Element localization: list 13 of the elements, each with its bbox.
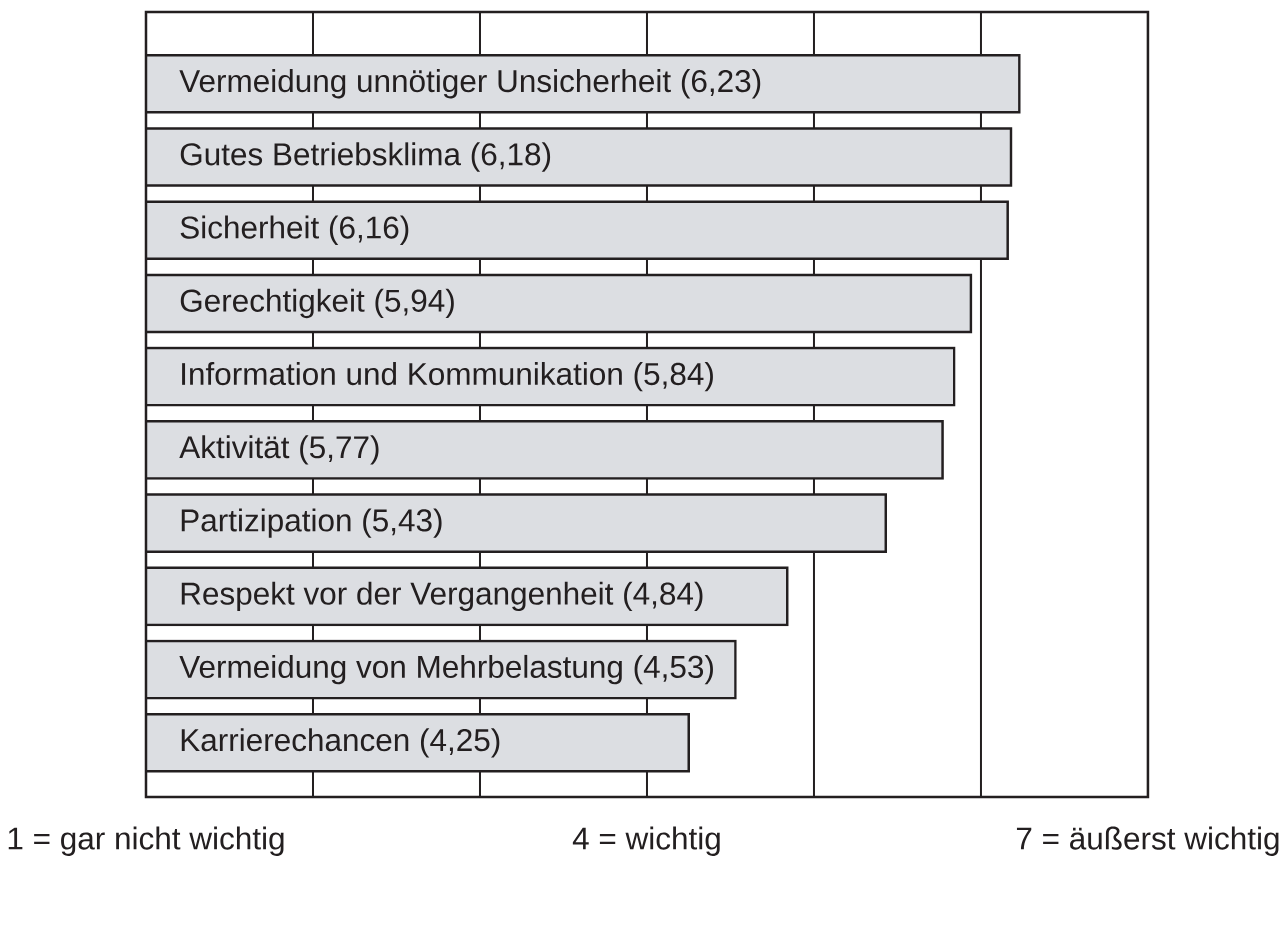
x-tick-label: 1 = gar nicht wichtig [8, 826, 284, 856]
y-tick-label: Aktivität (5,77) [179, 435, 379, 465]
y-tick-label: Vermeidung von Mehrbelastung (4,53) [179, 654, 713, 685]
y-tick-label: Vermeidung unnötiger Unsicherheit (6,23) [179, 69, 761, 99]
y-tick-label: Sicherheit (6,16) [180, 215, 409, 245]
y-tick-label: Gutes Betriebsklima (6,18) [180, 142, 551, 172]
y-tick-label: Gerechtigkeit (5,94) [180, 288, 454, 319]
x-tick-label: 7 = äußerst wichtig [1016, 826, 1279, 856]
y-tick-label: Respekt vor der Vergangenheit (4,84) [181, 581, 703, 612]
x-tick-label: 4 = wichtig [572, 826, 720, 856]
y-tick-label: Partizipation (5,43) [181, 508, 442, 538]
y-tick-label: Karrierechancen (4,25) [181, 728, 500, 758]
y-tick-label: Information und Kommunikation (5,84) [182, 362, 713, 392]
